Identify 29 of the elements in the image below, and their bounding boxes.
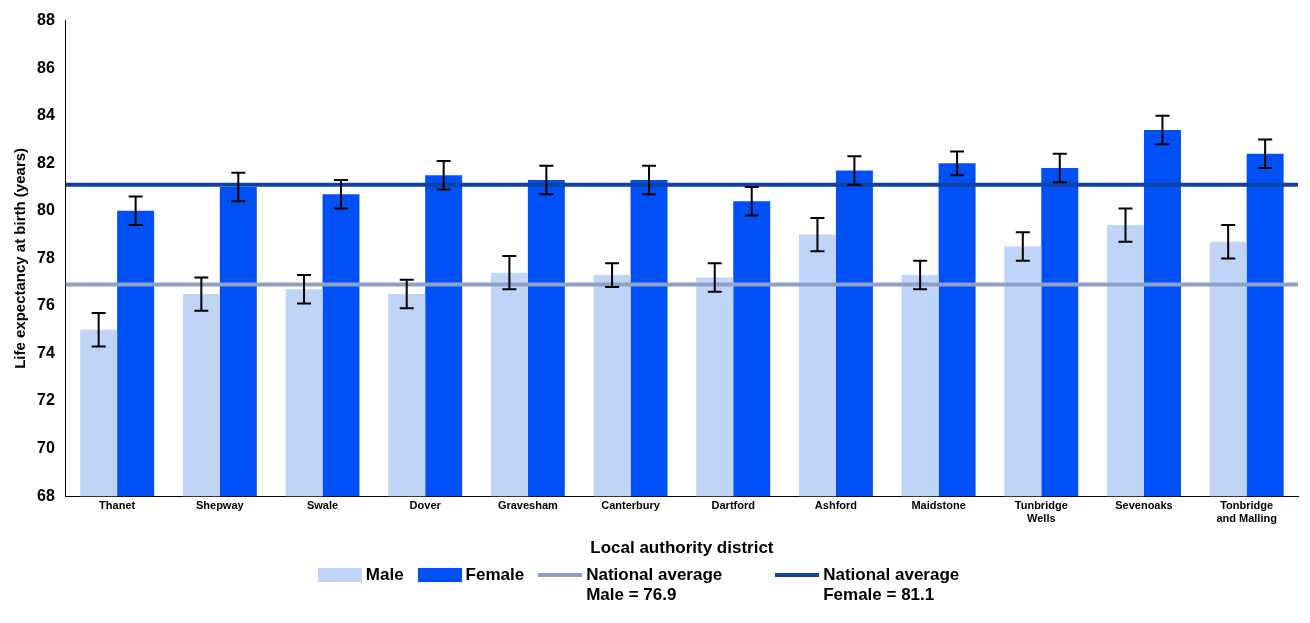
y-tick-label: 86 <box>37 58 55 76</box>
y-tick-label: 72 <box>37 391 55 409</box>
legend-label: Female <box>465 565 525 585</box>
x-tick-label: Tonbridge and Malling <box>1216 498 1277 525</box>
x-tick-label: Swale <box>306 498 339 511</box>
y-tick-label: 68 <box>37 486 55 504</box>
x-tick-label: Tunbridge Wells <box>1014 498 1068 525</box>
legend-label: National average Male = 76.9 <box>586 565 724 605</box>
y-tick-label: 76 <box>37 296 55 314</box>
x-tick-label: Maidstone <box>911 498 966 511</box>
x-tick-label: Shepway <box>195 498 245 511</box>
x-axis-title: Local authority district <box>590 538 774 558</box>
legend-label: National average Female = 81.1 <box>823 565 961 605</box>
x-tick-label: Sevenoaks <box>1115 498 1173 511</box>
x-tick-label: Gravesham <box>497 498 559 511</box>
legend-label: Male <box>365 565 404 585</box>
x-tick-label: Canterbury <box>601 498 661 511</box>
y-tick-label: 88 <box>37 11 55 29</box>
y-tick-label: 80 <box>37 201 55 219</box>
y-tick-label: 70 <box>37 439 55 457</box>
x-tick-label: Thanet <box>99 498 136 511</box>
y-tick-label: 78 <box>37 248 55 266</box>
y-axis-title: Life expectancy at birth (years) <box>11 147 29 369</box>
x-tick-label: Ashford <box>814 498 858 511</box>
x-tick-label: Dartford <box>711 498 755 511</box>
y-tick-label: 74 <box>37 343 55 361</box>
y-tick-label: 82 <box>37 153 55 171</box>
x-tick-label: Dover <box>409 498 442 511</box>
y-tick-label: 84 <box>37 106 55 124</box>
